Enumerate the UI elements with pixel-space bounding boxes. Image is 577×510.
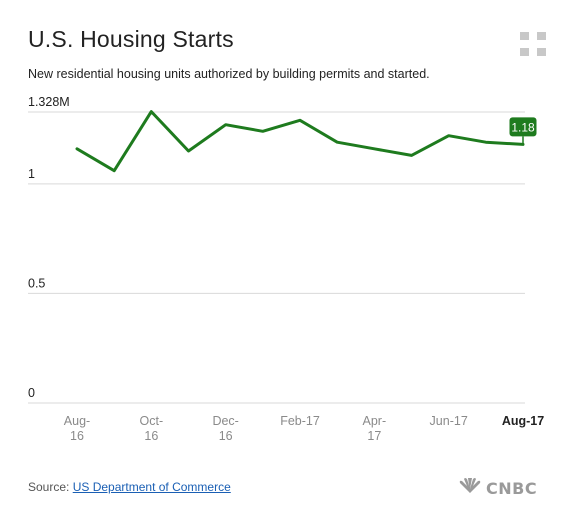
source-link[interactable]: US Department of Commerce	[72, 480, 231, 494]
x-tick-label: Feb-17	[280, 414, 320, 428]
line-chart: 0 0.5 1 1.328M Aug-16 Oct-16 Dec-16 Feb-17 Apr-1…	[28, 95, 544, 443]
last-value-label: 1.18	[511, 120, 535, 134]
x-tick-label: Oct-16	[140, 414, 164, 443]
chart-title: U.S. Housing Starts	[28, 26, 234, 52]
x-tick-label: Jun-17	[430, 414, 468, 428]
peacock-icon	[458, 477, 482, 499]
y-tick-label: 1.328M	[28, 95, 70, 109]
source-prefix: Source:	[28, 480, 73, 494]
y-tick-label: 1	[28, 167, 35, 181]
last-value-badge	[509, 117, 537, 137]
expand-icon[interactable]	[520, 32, 546, 56]
cnbc-logo: CNBC	[458, 477, 538, 499]
y-tick-label: 0	[28, 386, 35, 400]
chart-subtitle: New residential housing units authorized…	[28, 67, 430, 81]
x-tick-label: Apr-17	[363, 414, 387, 443]
source-note: Source: US Department of Commerce	[28, 480, 231, 494]
logo-text: CNBC	[486, 479, 538, 498]
x-tick-label: Dec-16	[212, 414, 238, 443]
series-line	[75, 110, 525, 173]
x-tick-label: Aug-17	[502, 414, 544, 428]
y-tick-label: 0.5	[28, 276, 45, 290]
x-tick-label: Aug-16	[64, 414, 90, 443]
